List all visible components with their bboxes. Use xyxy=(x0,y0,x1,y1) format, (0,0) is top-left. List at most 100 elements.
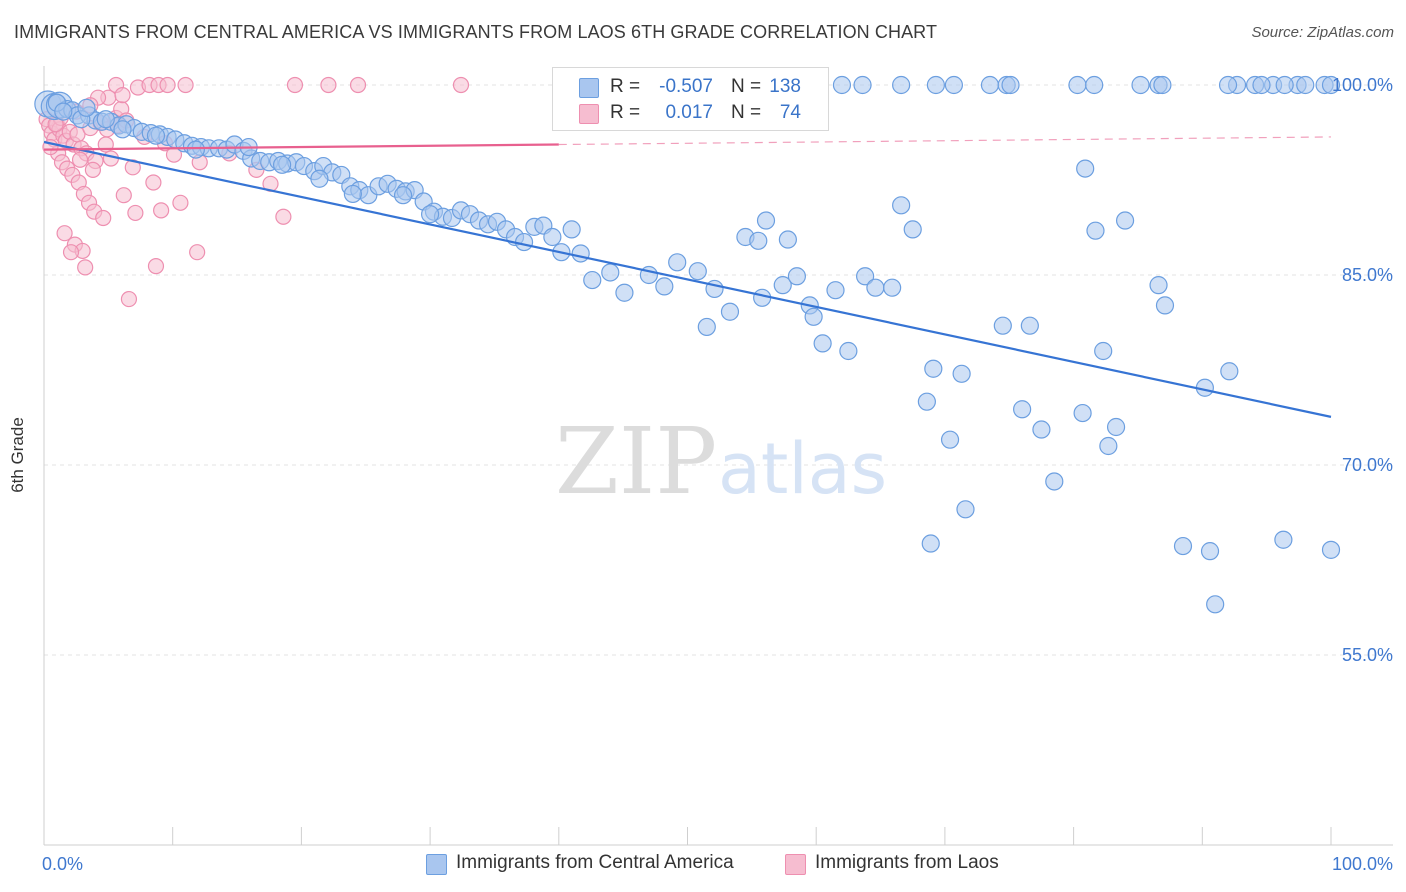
watermark: ZIP atlas xyxy=(555,408,887,515)
data-point-laos xyxy=(189,244,206,261)
data-points xyxy=(34,75,1341,614)
data-point-central-america xyxy=(832,75,852,95)
data-point-central-america xyxy=(924,359,943,378)
data-point-central-america xyxy=(688,262,707,281)
data-point-central-america xyxy=(1073,403,1092,423)
data-point-laos xyxy=(114,87,131,104)
data-point-central-america xyxy=(697,317,716,337)
data-point-laos xyxy=(62,244,80,261)
data-point-central-america xyxy=(993,316,1012,335)
legend-row-central-america: R = -0.507 N = 138 xyxy=(553,74,828,100)
data-point-laos xyxy=(84,161,102,178)
data-point-central-america xyxy=(1045,472,1064,491)
data-point-central-america xyxy=(1001,75,1020,95)
data-point-central-america xyxy=(753,288,772,307)
trend-line-laos xyxy=(43,143,559,151)
data-point-central-america xyxy=(892,196,911,215)
legend-box: R = -0.507 N = 138 R = 0.017 N = 74 xyxy=(552,67,829,131)
data-point-central-america xyxy=(1274,530,1293,549)
data-point-central-america xyxy=(543,227,562,247)
data-point-central-america xyxy=(601,263,620,282)
data-point-central-america xyxy=(856,267,875,286)
data-point-laos xyxy=(172,194,189,211)
data-point-central-america xyxy=(272,155,292,174)
trend-line-central-america xyxy=(43,140,1332,418)
legend-r-label: R = xyxy=(610,102,641,123)
bottom-legend-swatch-pink xyxy=(785,854,806,875)
data-point-central-america xyxy=(96,110,115,129)
data-point-central-america xyxy=(1206,595,1225,614)
data-point-central-america xyxy=(1013,400,1032,419)
data-point-central-america xyxy=(892,75,911,95)
trend-lines xyxy=(43,136,1332,418)
data-point-central-america xyxy=(421,205,440,224)
data-point-central-america xyxy=(1020,316,1039,335)
data-point-central-america xyxy=(77,98,96,117)
axes xyxy=(43,66,1393,846)
bottom-legend-label: Immigrants from Laos xyxy=(815,852,999,873)
tick-labels: 100.0% 85.0% 70.0% 55.0% 0.0% 100.0% xyxy=(42,75,1393,874)
legend-swatch-pink xyxy=(579,104,599,124)
data-point-central-america xyxy=(826,281,845,300)
data-point-laos xyxy=(95,209,112,227)
data-point-central-america xyxy=(956,500,975,519)
data-point-central-america xyxy=(1296,75,1315,95)
watermark-atlas: atlas xyxy=(718,428,887,510)
legend-r-value: 0.017 xyxy=(665,102,713,123)
data-point-laos xyxy=(145,174,162,191)
data-point-central-america xyxy=(113,120,132,139)
data-point-central-america xyxy=(562,220,581,239)
data-point-central-america xyxy=(940,430,960,449)
data-point-central-america xyxy=(944,75,964,95)
data-point-central-america xyxy=(1032,420,1051,439)
data-point-laos xyxy=(127,204,144,222)
data-point-central-america xyxy=(310,169,329,188)
data-point-central-america xyxy=(1099,436,1118,456)
x-tick-label: 100.0% xyxy=(1332,854,1393,874)
chart-title: IMMIGRANTS FROM CENTRAL AMERICA VS IMMIG… xyxy=(14,22,938,42)
data-point-central-america xyxy=(1155,296,1175,315)
data-point-central-america xyxy=(853,75,872,95)
data-point-central-america xyxy=(720,302,740,321)
y-tick-label: 100.0% xyxy=(1332,75,1393,95)
data-point-central-america xyxy=(393,186,413,205)
legend-n-value: 74 xyxy=(779,102,801,123)
data-point-central-america xyxy=(1220,362,1239,381)
data-point-central-america xyxy=(583,270,602,290)
data-point-central-america xyxy=(514,232,534,252)
data-point-central-america xyxy=(571,244,590,263)
data-point-central-america xyxy=(1085,75,1104,95)
data-point-laos xyxy=(177,76,194,94)
data-point-central-america xyxy=(1076,159,1095,178)
data-point-laos xyxy=(286,76,304,94)
legend-r-label: R = xyxy=(610,76,641,97)
legend-n-label: N = xyxy=(731,76,762,97)
legend-swatch-blue xyxy=(579,78,599,98)
data-point-central-america xyxy=(749,231,768,250)
y-tick-label: 55.0% xyxy=(1342,645,1393,665)
legend-n-label: N = xyxy=(731,102,762,123)
data-point-central-america xyxy=(787,267,806,286)
data-point-central-america xyxy=(866,278,885,297)
bottom-legend-label: Immigrants from Central America xyxy=(456,852,734,873)
data-point-central-america xyxy=(1321,75,1341,95)
data-point-central-america xyxy=(1173,536,1193,556)
data-point-central-america xyxy=(1131,75,1150,95)
data-point-central-america xyxy=(1153,75,1172,95)
data-point-laos xyxy=(159,76,176,94)
y-tick-label: 85.0% xyxy=(1342,265,1393,285)
data-point-central-america xyxy=(917,392,936,411)
data-point-central-america xyxy=(980,75,1000,95)
data-point-central-america xyxy=(903,220,922,239)
data-point-central-america xyxy=(668,253,687,272)
data-point-laos xyxy=(275,208,292,225)
legend-row-laos: R = 0.017 N = 74 xyxy=(553,100,828,126)
data-point-central-america xyxy=(1321,540,1341,559)
data-point-laos xyxy=(120,290,138,308)
data-point-central-america xyxy=(756,211,776,230)
legend-n-value: 138 xyxy=(769,76,801,97)
data-point-central-america xyxy=(186,140,205,159)
data-point-central-america xyxy=(1115,211,1135,230)
data-point-laos xyxy=(349,76,367,94)
